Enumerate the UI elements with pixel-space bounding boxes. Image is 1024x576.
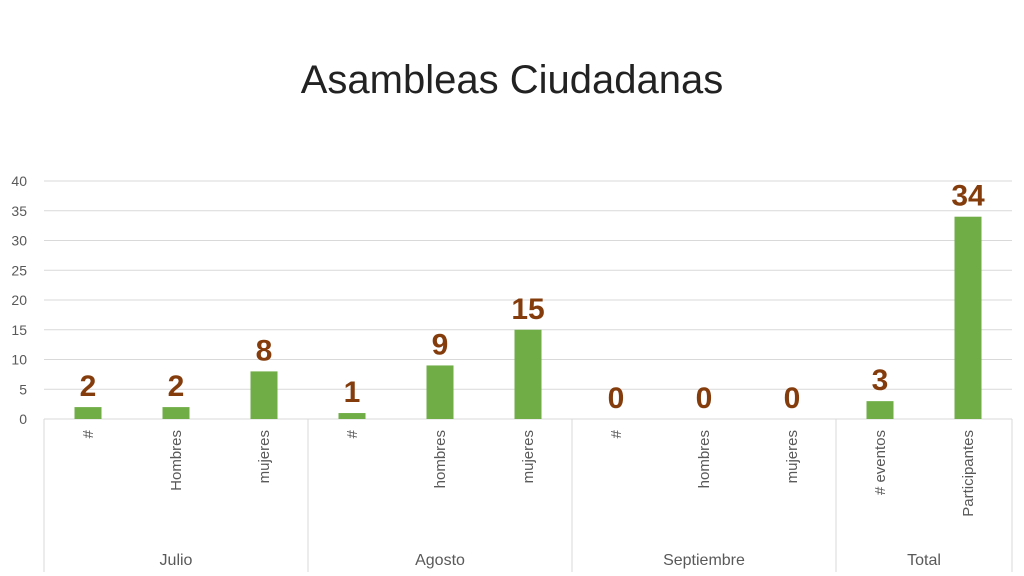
data-label: 8 [256, 334, 273, 367]
bar [866, 401, 894, 419]
data-label: 2 [168, 370, 185, 403]
bar [514, 329, 542, 419]
bar [954, 216, 982, 419]
x-tick-label: hombres [432, 430, 449, 488]
x-group-label: Agosto [415, 552, 465, 569]
x-tick-label: # [608, 429, 625, 438]
y-tick-label: 15 [11, 322, 27, 338]
y-tick-label: 10 [11, 352, 27, 368]
x-tick-label: Hombres [168, 430, 185, 491]
x-tick-label: # [344, 429, 361, 438]
data-label: 9 [432, 328, 449, 361]
y-tick-label: 5 [19, 381, 27, 397]
data-label: 34 [951, 180, 985, 213]
y-tick-label: 35 [11, 203, 27, 219]
y-tick-label: 20 [11, 292, 27, 308]
chart-title: Asambleas Ciudadanas [300, 58, 724, 102]
y-tick-label: 30 [11, 233, 27, 249]
x-group-label: Total [907, 552, 941, 569]
bar [162, 407, 190, 419]
x-tick-label: mujeres [520, 430, 537, 483]
x-tick-label: hombres [696, 430, 713, 488]
bar [250, 371, 278, 419]
x-tick-label: # eventos [872, 430, 889, 495]
data-label: 1 [344, 376, 361, 409]
data-label: 0 [608, 382, 625, 415]
bar [426, 365, 454, 419]
y-tick-label: 40 [11, 173, 27, 189]
x-tick-label: Participantes [960, 430, 977, 517]
x-tick-label: mujeres [784, 430, 801, 483]
data-label: 0 [696, 382, 713, 415]
data-label: 15 [511, 293, 544, 326]
x-group-label: Septiembre [663, 552, 745, 569]
bar [74, 407, 102, 419]
data-label: 2 [80, 370, 97, 403]
x-group-label: Julio [160, 552, 193, 569]
data-label: 0 [784, 382, 801, 415]
x-tick-label: # [80, 429, 97, 438]
y-tick-label: 0 [19, 411, 27, 427]
y-tick-label: 25 [11, 262, 27, 278]
bar [338, 413, 366, 419]
data-label: 3 [872, 364, 889, 397]
x-tick-label: mujeres [256, 430, 273, 483]
